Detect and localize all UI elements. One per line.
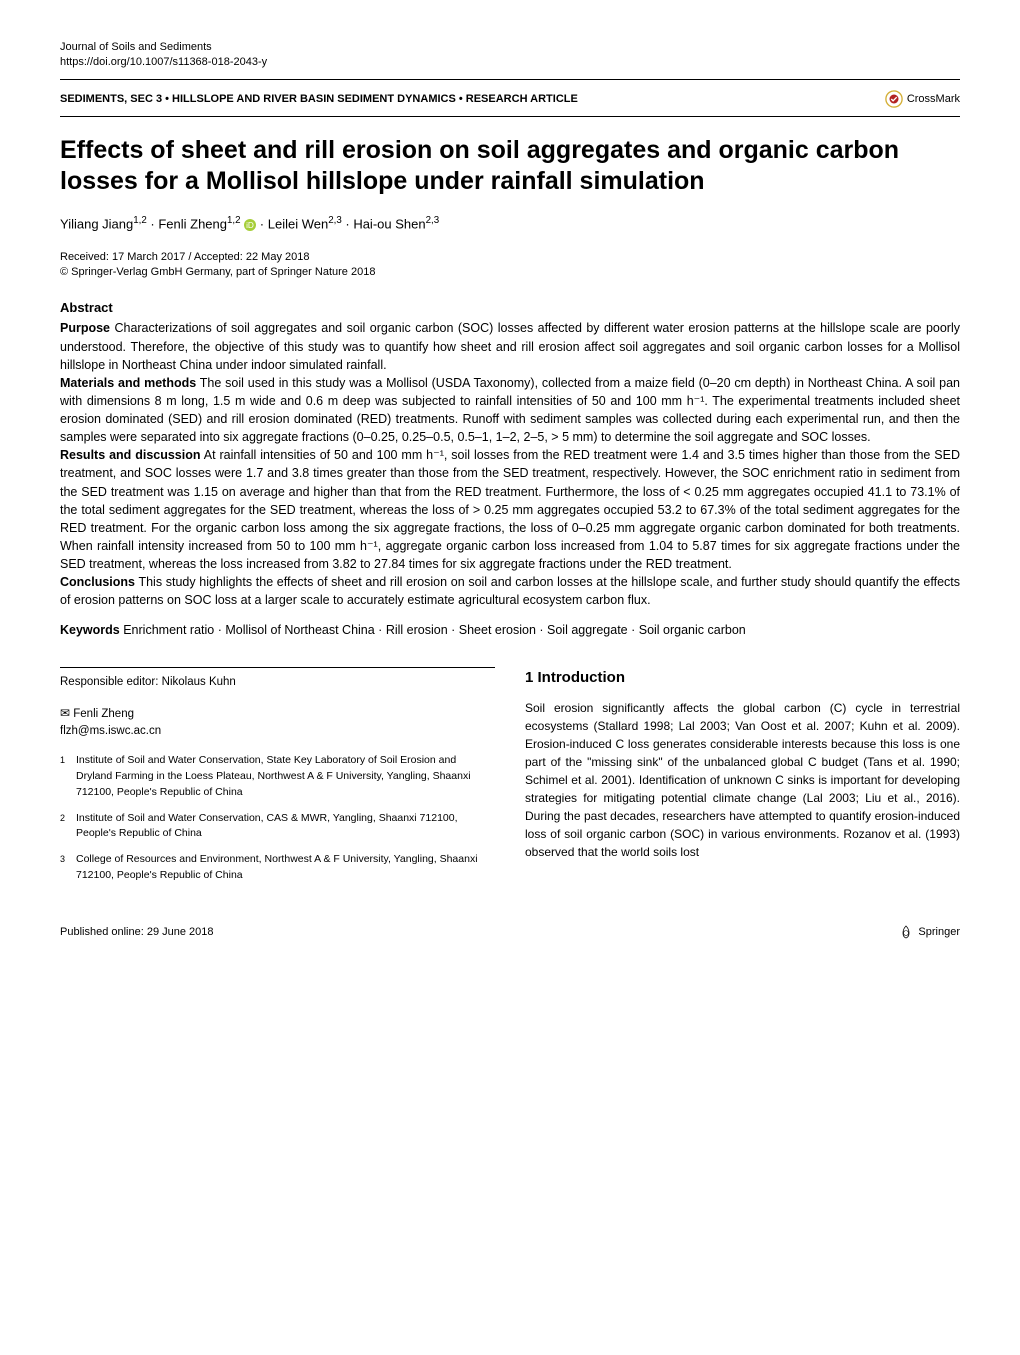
springer-icon xyxy=(898,924,914,940)
section-tag-row: SEDIMENTS, SEC 3 • HILLSLOPE AND RIVER B… xyxy=(60,90,960,108)
doi-link[interactable]: https://doi.org/10.1007/s11368-018-2043-… xyxy=(60,55,960,70)
intro-body: Soil erosion significantly affects the g… xyxy=(525,699,960,861)
affiliation-number: 3 xyxy=(60,852,76,884)
keywords-label: Keywords xyxy=(60,623,120,637)
section-tag: SEDIMENTS, SEC 3 • HILLSLOPE AND RIVER B… xyxy=(60,93,578,105)
divider xyxy=(60,79,960,80)
left-column: Responsible editor: Nikolaus Kuhn ✉ Fenl… xyxy=(60,667,495,893)
abstract-body: Purpose Characterizations of soil aggreg… xyxy=(60,319,960,609)
affiliation-text: Institute of Soil and Water Conservation… xyxy=(76,753,495,800)
authors-list: Yiliang Jiang1,2 · Fenli Zheng1,2 iD · L… xyxy=(60,215,960,231)
copyright: © Springer-Verlag GmbH Germany, part of … xyxy=(60,265,960,280)
publisher-logo: Springer xyxy=(898,924,960,940)
received-accepted: Received: 17 March 2017 / Accepted: 22 M… xyxy=(60,250,960,265)
corresponding-author: ✉ Fenli Zheng flzh@ms.iswc.ac.cn xyxy=(60,705,495,739)
affiliation: 1 Institute of Soil and Water Conservati… xyxy=(60,753,495,800)
svg-text:iD: iD xyxy=(246,221,254,230)
corr-name: Fenli Zheng xyxy=(73,708,134,720)
published-date: Published online: 29 June 2018 xyxy=(60,926,214,938)
article-title: Effects of sheet and rill erosion on soi… xyxy=(60,135,960,198)
journal-header: Journal of Soils and Sediments https://d… xyxy=(60,40,960,71)
right-column: 1 Introduction Soil erosion significantl… xyxy=(525,667,960,893)
crossmark-label: CrossMark xyxy=(907,93,960,105)
journal-name: Journal of Soils and Sediments xyxy=(60,40,960,55)
responsible-editor: Responsible editor: Nikolaus Kuhn xyxy=(60,667,495,691)
affiliation: 3 College of Resources and Environment, … xyxy=(60,852,495,884)
affiliation-number: 1 xyxy=(60,753,76,800)
keywords: Keywords Enrichment ratio · Mollisol of … xyxy=(60,623,960,637)
results-text: At rainfall intensities of 50 and 100 mm… xyxy=(60,448,960,571)
abstract-heading: Abstract xyxy=(60,300,960,315)
purpose-label: Purpose xyxy=(60,321,110,335)
two-column-layout: Responsible editor: Nikolaus Kuhn ✉ Fenl… xyxy=(60,667,960,893)
crossmark-icon xyxy=(885,90,903,108)
article-dates: Received: 17 March 2017 / Accepted: 22 M… xyxy=(60,250,960,281)
purpose-text: Characterizations of soil aggregates and… xyxy=(60,321,960,371)
publisher-name: Springer xyxy=(918,926,960,938)
affiliations-list: 1 Institute of Soil and Water Conservati… xyxy=(60,753,495,893)
keywords-text: Enrichment ratio · Mollisol of Northeast… xyxy=(120,623,746,637)
results-label: Results and discussion xyxy=(60,448,201,462)
intro-heading: 1 Introduction xyxy=(525,667,960,689)
corr-email[interactable]: flzh@ms.iswc.ac.cn xyxy=(60,725,161,737)
affiliation: 2 Institute of Soil and Water Conservati… xyxy=(60,811,495,843)
conclusions-text: This study highlights the effects of she… xyxy=(60,575,960,607)
affiliation-text: College of Resources and Environment, No… xyxy=(76,852,495,884)
page-footer: Published online: 29 June 2018 Springer xyxy=(60,924,960,940)
divider xyxy=(60,116,960,117)
envelope-icon: ✉ xyxy=(60,706,70,720)
affiliation-number: 2 xyxy=(60,811,76,843)
conclusions-label: Conclusions xyxy=(60,575,135,589)
crossmark-badge[interactable]: CrossMark xyxy=(885,90,960,108)
methods-label: Materials and methods xyxy=(60,376,196,390)
affiliation-text: Institute of Soil and Water Conservation… xyxy=(76,811,495,843)
